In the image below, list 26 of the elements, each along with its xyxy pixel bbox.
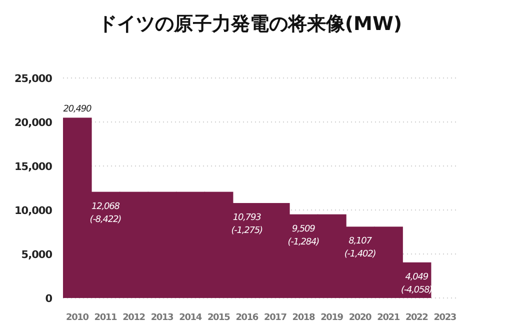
x-tick-label: 2012	[122, 313, 146, 323]
data-label: 12,068 (-8,422)	[90, 202, 122, 225]
x-tick-label: 2021	[377, 313, 400, 323]
y-tick-label: 25,000	[14, 73, 52, 85]
y-tick-label: 20,000	[14, 117, 52, 129]
data-label: 20,490	[63, 104, 92, 115]
y-tick-label: 5,000	[21, 249, 52, 261]
x-tick-label: 2013	[150, 313, 174, 323]
x-tick-label: 2018	[292, 313, 315, 323]
data-label: 8,107 (-1,402)	[344, 236, 376, 260]
x-tick-label: 2019	[320, 313, 344, 323]
x-tick-label: 2011	[94, 313, 117, 323]
x-tick-label: 2014	[179, 313, 202, 323]
x-tick-label: 2010	[66, 313, 89, 323]
x-tick-label: 2016	[236, 313, 258, 323]
data-label: 10,793 (-1,275)	[231, 213, 263, 236]
chart-title: ドイツの原子力発電の将来像(MW)	[98, 13, 402, 35]
y-tick-label: 10,000	[14, 205, 52, 217]
x-tick-label: 2022	[405, 313, 428, 323]
y-tick-label: 15,000	[14, 161, 52, 173]
x-tick-label: 2015	[207, 313, 230, 323]
x-tick-label: 2017	[264, 313, 287, 323]
x-tick-label: 2020	[348, 313, 372, 323]
x-tick-label: 2023	[434, 313, 456, 323]
y-tick-label: 0	[45, 293, 52, 305]
data-label: 9,509 (-1,284)	[288, 224, 320, 248]
